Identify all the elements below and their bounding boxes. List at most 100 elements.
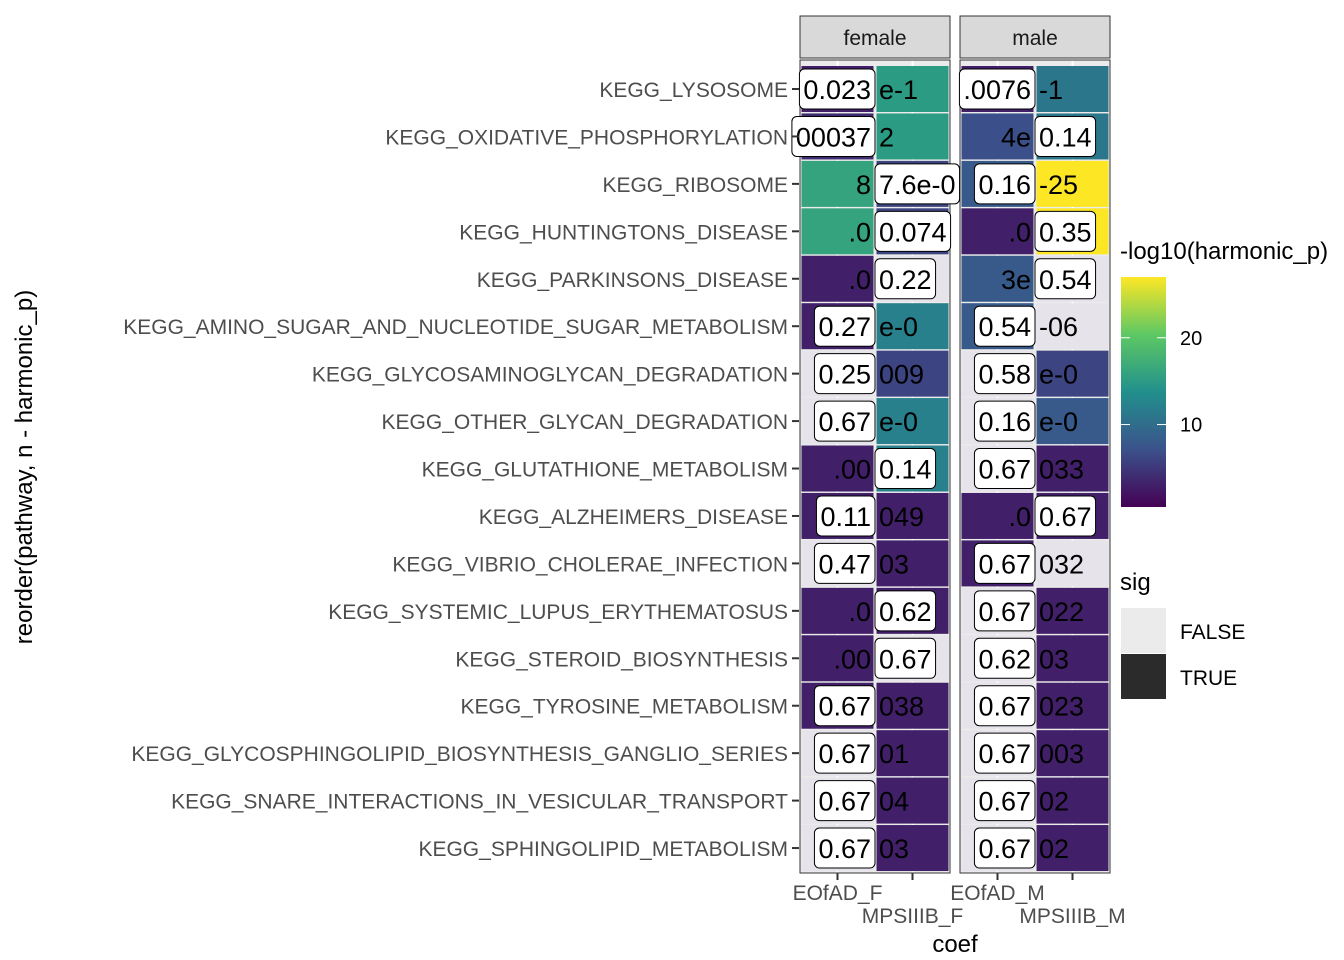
cell-label: 0.074 bbox=[879, 217, 947, 247]
cell-label: 0.22 bbox=[879, 265, 932, 295]
y-tick-label: KEGG_GLYCOSPHINGOLIPID_BIOSYNTHESIS_GANG… bbox=[131, 743, 788, 766]
cell-label-box bbox=[973, 400, 1036, 442]
cell-label: e-0 bbox=[879, 312, 918, 342]
heatmap-tile bbox=[1036, 350, 1109, 397]
cell-label: 0.67 bbox=[978, 692, 1031, 722]
cell-label: 02 bbox=[1039, 834, 1069, 864]
cell-label: 0.67 bbox=[978, 549, 1031, 579]
cell-label-box bbox=[973, 353, 1036, 395]
heatmap-tile bbox=[801, 255, 874, 302]
colorbar-tick-label: 20 bbox=[1180, 328, 1202, 350]
y-tick-label: KEGG_ALZHEIMERS_DISEASE bbox=[479, 506, 788, 529]
heatmap-tile bbox=[801, 635, 874, 682]
x-tick-label: EOfAD_F bbox=[793, 882, 883, 905]
cell-label-box bbox=[1034, 115, 1097, 157]
cell-label-box bbox=[973, 827, 1036, 869]
cell-label: 0.58 bbox=[978, 360, 1031, 390]
cell-label-box bbox=[973, 685, 1036, 727]
cell-label-box bbox=[973, 448, 1036, 490]
y-tick-label: KEGG_PARKINSONS_DISEASE bbox=[477, 269, 788, 292]
cell-label-box bbox=[1034, 258, 1097, 300]
heatmap-tile bbox=[1036, 777, 1109, 824]
fill-legend-title: -log10(harmonic_p) bbox=[1120, 238, 1328, 265]
sig-legend-key bbox=[1121, 654, 1166, 699]
heatmap-tile bbox=[1036, 303, 1109, 350]
cell-label: .0 bbox=[848, 265, 871, 295]
cell-label: 0.16 bbox=[978, 170, 1031, 200]
cell-label-box bbox=[1034, 495, 1097, 537]
cell-label: 01 bbox=[879, 739, 909, 769]
heatmap-tile bbox=[801, 445, 874, 492]
cell-label-box bbox=[798, 68, 876, 110]
heatmap-tile bbox=[1036, 587, 1109, 634]
cell-label: 0.023 bbox=[803, 75, 871, 105]
heatmap-tile bbox=[801, 160, 874, 207]
facet-strip-female bbox=[799, 15, 951, 59]
x-tick-label: MPSIIIB_M bbox=[1019, 905, 1125, 928]
cell-label-box bbox=[813, 827, 876, 869]
cell-label-box bbox=[973, 637, 1036, 679]
heatmap-tile bbox=[961, 255, 1034, 302]
cell-label: 0.67 bbox=[818, 692, 871, 722]
cell-label: 0.67 bbox=[978, 787, 1031, 817]
y-tick-label: KEGG_LYSOSOME bbox=[599, 79, 788, 102]
cell-label-box bbox=[813, 400, 876, 442]
cell-label-box bbox=[874, 590, 937, 632]
sig-legend-label: TRUE bbox=[1180, 667, 1237, 690]
heatmap-tile bbox=[1036, 540, 1109, 587]
colorbar bbox=[1121, 277, 1166, 507]
cell-label: 03 bbox=[879, 549, 909, 579]
cell-label-box bbox=[973, 590, 1036, 632]
y-tick-label: KEGG_AMINO_SUGAR_AND_NUCLEOTIDE_SUGAR_ME… bbox=[123, 316, 788, 339]
heatmap-tile bbox=[876, 825, 949, 872]
facet-strip-male bbox=[959, 15, 1111, 59]
cell-label: -1 bbox=[1039, 75, 1063, 105]
cell-label: 03 bbox=[879, 834, 909, 864]
y-tick-label: KEGG_GLUTATHIONE_METABOLISM bbox=[422, 459, 788, 482]
cell-label: 0.14 bbox=[1039, 122, 1092, 152]
y-tick-label: KEGG_STEROID_BIOSYNTHESIS bbox=[455, 648, 788, 671]
cell-label: 049 bbox=[879, 502, 924, 532]
cell-label: .0 bbox=[848, 597, 871, 627]
cell-label: 022 bbox=[1039, 597, 1084, 627]
cell-label-box bbox=[813, 353, 876, 395]
heatmap-tile bbox=[876, 66, 949, 112]
y-tick-label: KEGG_OTHER_GLYCAN_DEGRADATION bbox=[382, 411, 788, 434]
heatmap-tile bbox=[876, 730, 949, 777]
cell-label: e-1 bbox=[879, 75, 918, 105]
heatmap-tile bbox=[876, 777, 949, 824]
cell-label: 023 bbox=[1039, 692, 1084, 722]
heatmap-tile bbox=[876, 303, 949, 350]
y-tick-label: KEGG_GLYCOSAMINOGLYCAN_DEGRADATION bbox=[312, 364, 788, 387]
y-tick-label: KEGG_HUNTINGTONS_DISEASE bbox=[459, 221, 788, 244]
cell-label: 0.67 bbox=[818, 834, 871, 864]
y-axis-title: reorder(pathway, n - harmonic_p) bbox=[11, 290, 38, 644]
cell-label-box bbox=[813, 542, 876, 584]
cell-label: 0.67 bbox=[978, 597, 1031, 627]
cell-label-box bbox=[874, 210, 952, 252]
heatmap-tile bbox=[876, 113, 949, 160]
cell-label: 0.11 bbox=[820, 502, 871, 532]
cell-label: 02 bbox=[1039, 787, 1069, 817]
y-tick-label: KEGG_RIBOSOME bbox=[602, 174, 788, 197]
heatmap-tile bbox=[876, 398, 949, 445]
cell-label: 4e bbox=[1001, 122, 1031, 152]
cell-label: 0.67 bbox=[818, 787, 871, 817]
y-tick-label: KEGG_VIBRIO_CHOLERAE_INFECTION bbox=[392, 553, 788, 576]
x-tick-label: MPSIIIB_F bbox=[862, 905, 964, 928]
cell-label-box bbox=[791, 115, 876, 157]
cell-label-box bbox=[815, 495, 876, 537]
heatmap-tile bbox=[1036, 66, 1109, 112]
cell-label-box bbox=[973, 732, 1036, 774]
cell-label-box bbox=[813, 732, 876, 774]
y-tick-label: KEGG_SPHINGOLIPID_METABOLISM bbox=[418, 838, 788, 861]
cell-label: -06 bbox=[1039, 312, 1078, 342]
facet-label-female: female bbox=[843, 27, 906, 50]
cell-label-box bbox=[874, 637, 937, 679]
colorbar-tick-label: 10 bbox=[1180, 415, 1202, 437]
heatmap-tile bbox=[876, 350, 949, 397]
sig-legend-label: FALSE bbox=[1180, 621, 1245, 644]
cell-label-box bbox=[973, 542, 1036, 584]
cell-label-box bbox=[958, 68, 1036, 110]
